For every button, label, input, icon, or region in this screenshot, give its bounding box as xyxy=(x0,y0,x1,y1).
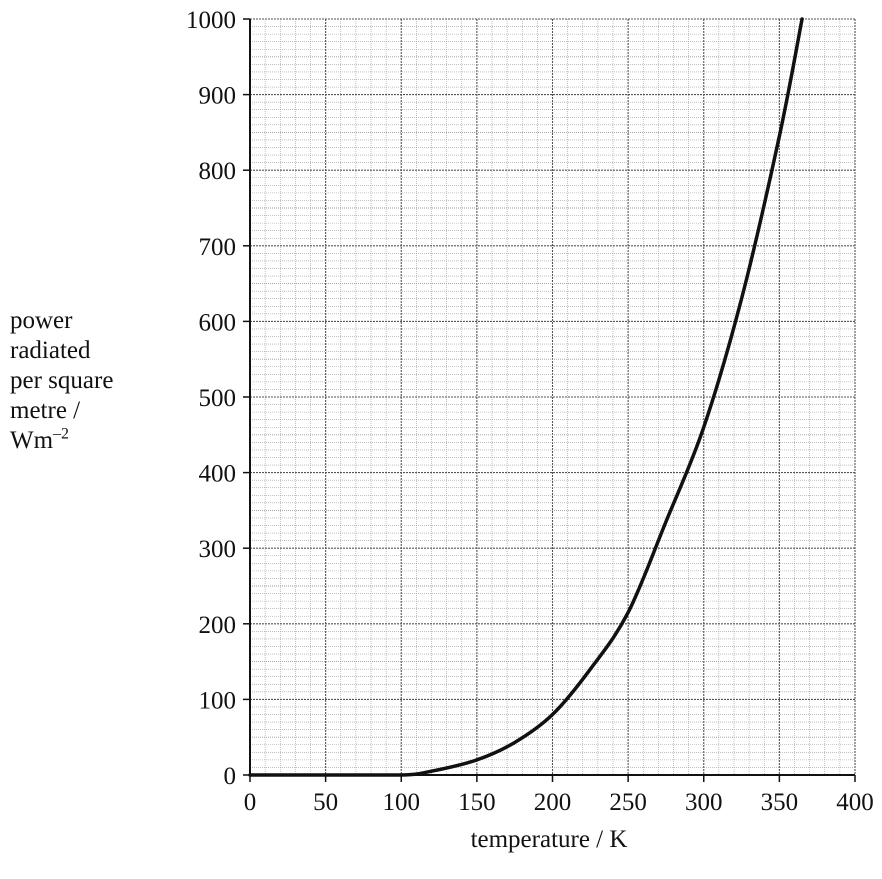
y-tick-label: 600 xyxy=(199,309,237,336)
y-tick-label: 500 xyxy=(199,385,237,412)
x-tick-label: 400 xyxy=(836,789,874,816)
x-tick-label: 250 xyxy=(609,789,647,816)
x-tick-label: 0 xyxy=(244,789,257,816)
x-tick-label: 200 xyxy=(534,789,572,816)
y-tick-label: 700 xyxy=(199,234,237,261)
x-tick-label: 50 xyxy=(313,789,338,816)
y-tick-label: 1000 xyxy=(186,7,236,34)
y-tick-label: 900 xyxy=(199,83,237,110)
x-tick-label: 100 xyxy=(383,789,421,816)
y-axis-label-line: radiated xyxy=(10,337,91,364)
x-tick-label: 300 xyxy=(685,789,723,816)
y-tick-label: 800 xyxy=(199,158,237,185)
y-axis-unit-base: Wm xyxy=(10,427,54,454)
y-axis-label-line: power xyxy=(10,307,73,334)
y-axis-unit: Wm–2 xyxy=(10,426,113,456)
y-tick-label: 100 xyxy=(199,687,237,714)
grid xyxy=(249,18,856,776)
y-axis-label-line: per square xyxy=(10,367,114,394)
y-tick-label: 0 xyxy=(224,763,237,790)
x-tick-label: 150 xyxy=(458,789,496,816)
x-tick-label: 350 xyxy=(761,789,799,816)
series-line xyxy=(248,17,804,777)
y-tick-label: 400 xyxy=(199,461,237,488)
y-tick-label: 300 xyxy=(199,536,237,563)
y-axis-label: power radiated per square metre / Wm–2 xyxy=(10,306,113,456)
axes xyxy=(243,18,856,782)
y-axis-label-line: metre / xyxy=(10,397,81,424)
series-group xyxy=(248,17,804,777)
y-axis-unit-exponent: –2 xyxy=(53,425,70,443)
y-tick-label: 200 xyxy=(199,612,237,639)
tick-labels: 0 50 100 150 200 250 300 350 400 0 100 200 300 400 500… xyxy=(186,7,874,816)
x-axis-label: temperature / K xyxy=(471,826,628,853)
